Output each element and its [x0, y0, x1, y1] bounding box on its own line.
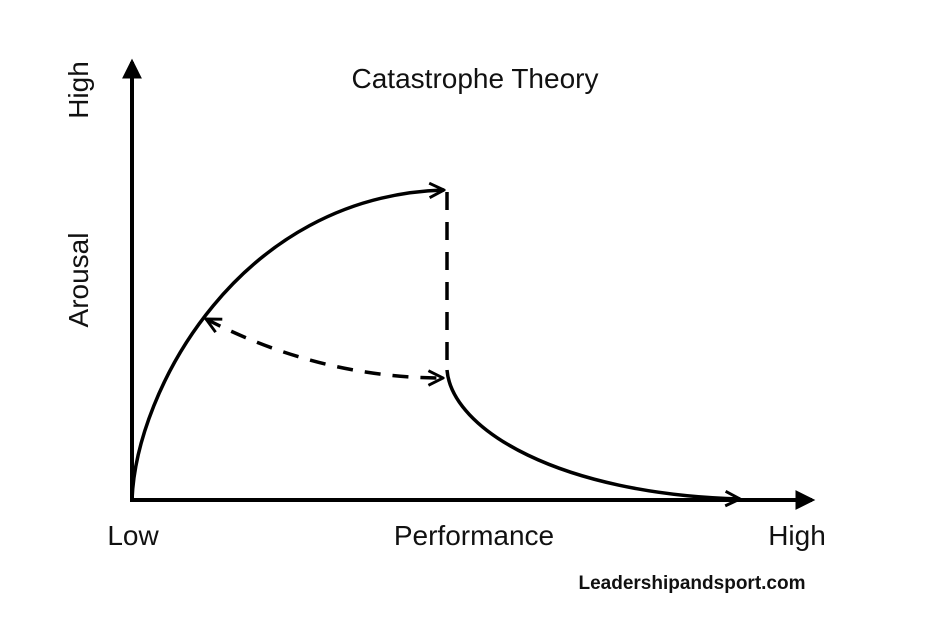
y-axis-label: Arousal	[63, 233, 94, 328]
declining-performance-curve	[445, 369, 740, 499]
y-axis-high-label: High	[63, 61, 94, 119]
diagram-title: Catastrophe Theory	[352, 63, 599, 94]
x-axis-label: Performance	[394, 520, 554, 551]
recovery-dashed-arrow	[206, 317, 443, 378]
footer-website: Leadershipandsport.com	[579, 573, 806, 594]
rising-performance-curve	[130, 190, 444, 501]
x-axis-high-label: High	[768, 520, 826, 551]
x-axis-low-label: Low	[107, 520, 159, 551]
